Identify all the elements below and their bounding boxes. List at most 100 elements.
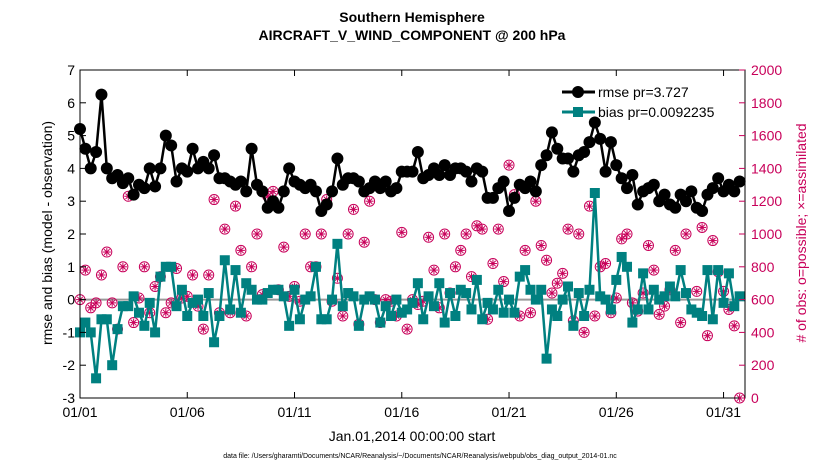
legend-rmse-marker — [572, 86, 584, 98]
obs-count-asterisk — [709, 237, 716, 244]
obs-count-circle — [95, 269, 107, 281]
obs-count-asterisk — [532, 198, 540, 205]
rmse-point — [465, 175, 478, 188]
obs-count-circle — [701, 330, 713, 342]
obs-count-asterisk — [452, 263, 459, 270]
obs-count-marker — [423, 231, 435, 243]
bias-point — [622, 261, 633, 272]
obs-count-marker — [278, 241, 290, 253]
x-tick-label: 01/16 — [384, 404, 419, 420]
bias-point — [310, 261, 321, 272]
obs-count-marker — [503, 159, 515, 171]
rmse-point — [149, 180, 162, 193]
obs-count-marker — [492, 223, 504, 235]
bias-point — [182, 311, 193, 321]
obs-count-circle — [637, 287, 649, 299]
obs-count-marker — [519, 244, 531, 256]
bias-point — [466, 304, 477, 315]
bias-point — [359, 294, 370, 305]
bias-point — [380, 301, 391, 312]
obs-count-marker — [342, 228, 354, 240]
obs-count-circle — [208, 194, 220, 206]
obs-count-asterisk — [205, 271, 212, 279]
obs-count-asterisk — [151, 283, 159, 290]
bias-point — [643, 304, 654, 315]
bias-point — [525, 284, 536, 295]
obs-count-asterisk — [302, 230, 309, 238]
obs-count-marker — [138, 261, 150, 273]
obs-count-asterisk — [682, 230, 690, 238]
y2-tick-label: 400 — [751, 324, 775, 340]
obs-count-marker — [460, 228, 472, 240]
data-file-footnote: data file: /Users/gharamti/Documents/NCA… — [223, 453, 617, 460]
obs-count-marker — [728, 320, 740, 332]
obs-count-circle — [449, 261, 461, 273]
obs-count-asterisk — [361, 239, 368, 246]
bias-point — [595, 291, 606, 302]
obs-count-marker — [358, 236, 370, 248]
chart-title: Southern Hemisphere — [339, 9, 485, 25]
rmse-point — [390, 182, 403, 195]
obs-count-circle — [503, 159, 515, 171]
bias-point — [541, 353, 552, 364]
obs-count-marker — [551, 277, 563, 289]
bias-point — [321, 314, 332, 325]
obs-count-circle — [546, 287, 558, 299]
rmse-point — [79, 142, 92, 155]
obs-count-marker — [337, 310, 349, 322]
rmse-series — [74, 88, 746, 218]
obs-count-asterisk — [731, 322, 738, 329]
rmse-point — [733, 175, 746, 188]
obs-count-asterisk — [162, 309, 169, 316]
bias-point — [670, 291, 681, 302]
obs-count-circle — [423, 231, 435, 243]
obs-count-marker — [455, 244, 467, 256]
bias-point — [235, 307, 246, 318]
y2-tick-label: 2000 — [751, 62, 782, 78]
rmse-point — [583, 136, 596, 149]
bias-point — [455, 284, 466, 295]
obs-count-marker — [364, 195, 376, 207]
y2-tick-label: 200 — [751, 357, 775, 373]
rmse-point — [208, 149, 221, 162]
y-tick-label: -2 — [63, 357, 76, 373]
obs-count-circle — [675, 317, 687, 329]
obs-count-asterisk — [704, 332, 711, 339]
obs-count-asterisk — [237, 247, 245, 254]
rmse-point — [170, 175, 183, 188]
rmse-point — [460, 165, 473, 178]
obs-count-asterisk — [468, 273, 475, 280]
legend-bias-label: bias pr=0.0092235 — [598, 104, 715, 120]
obs-count-circle — [106, 297, 118, 309]
bias-point — [112, 324, 123, 335]
bias-point — [332, 238, 343, 249]
bias-point — [584, 284, 595, 295]
obs-count-circle — [342, 228, 354, 240]
rmse-point — [658, 188, 671, 201]
obs-count-circle — [524, 307, 536, 319]
obs-count-asterisk — [580, 329, 588, 336]
obs-count-marker — [589, 310, 601, 322]
bias-point — [96, 314, 107, 325]
obs-count-marker — [696, 221, 708, 233]
bias-point — [412, 278, 423, 289]
y-tick-label: 5 — [67, 128, 75, 144]
bias-point — [434, 278, 445, 289]
rmse-point — [240, 185, 253, 198]
obs-count-marker — [578, 326, 590, 338]
obs-count-circle — [138, 261, 150, 273]
obs-count-circle — [358, 236, 370, 248]
obs-count-asterisk — [656, 311, 663, 318]
bias-point — [85, 327, 96, 338]
x-tick-label: 01/01 — [62, 404, 97, 420]
obs-count-asterisk — [462, 230, 470, 238]
rmse-point — [326, 185, 339, 198]
y2-tick-label: 1800 — [751, 95, 782, 111]
bias-point — [589, 188, 600, 198]
bias-point — [343, 288, 354, 299]
obs-count-circle — [476, 223, 488, 235]
bias-point — [573, 288, 584, 299]
obs-count-circle — [653, 308, 665, 320]
obs-count-marker — [573, 228, 585, 240]
